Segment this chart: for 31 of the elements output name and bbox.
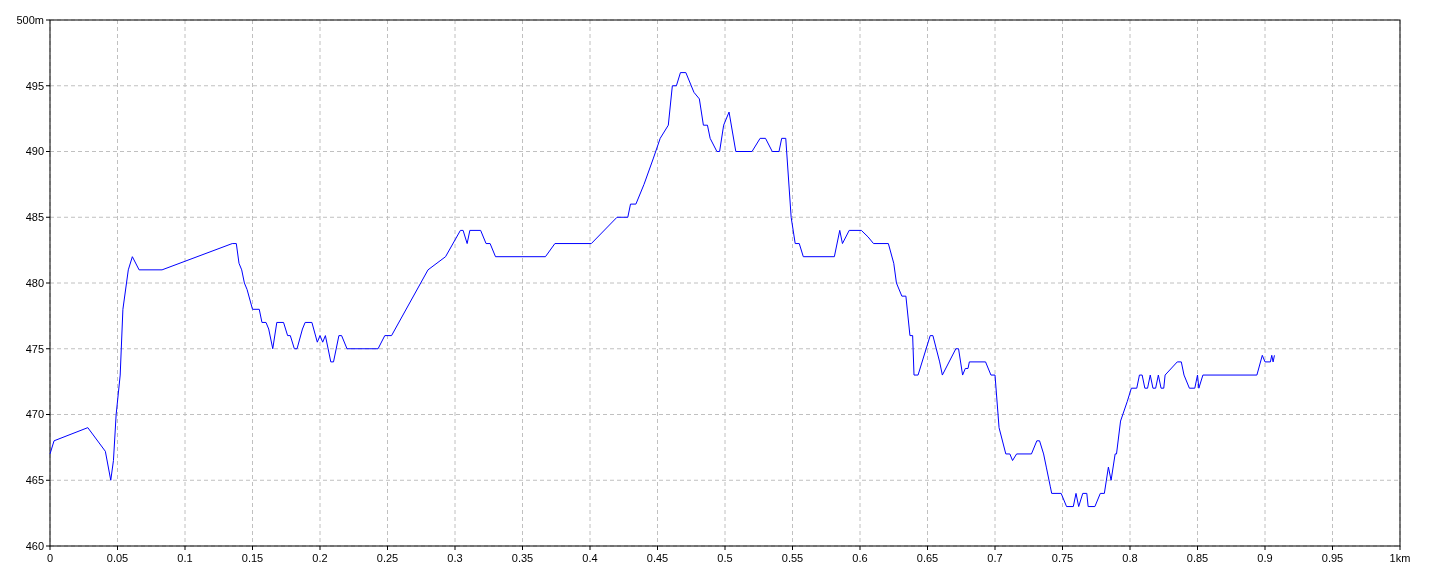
y-tick-label: 495 [25,79,44,92]
x-tick-label: 0.1 [177,552,193,564]
x-tick-label: 0.7 [987,552,1003,564]
x-tick-label: 0.25 [376,552,399,564]
x-tick-label: 0.45 [646,552,669,564]
y-tick-label: 485 [25,211,44,224]
x-tick-label: 0.2 [312,552,328,564]
y-tick-label: 490 [25,145,44,158]
x-tick-label: 0.75 [1051,552,1074,564]
x-tick-label: 0.5 [717,552,733,564]
x-tick-label: 0.85 [1186,552,1209,564]
y-tick-label: 465 [25,474,44,487]
x-tick-label: 0.95 [1321,552,1344,564]
x-tick-label: 0.9 [1257,552,1273,564]
x-tick-label: 0.35 [511,552,534,564]
x-tick-label: 0.65 [916,552,939,564]
y-tick-label: 475 [25,342,44,355]
x-tick-label: 0.05 [106,552,129,564]
x-tick-label: 0.4 [582,552,598,564]
x-tick-label: 0.3 [447,552,463,564]
x-tick-label: 0.55 [781,552,804,564]
x-tick-label: 1km [1389,552,1411,564]
y-tick-label: 460 [25,539,44,552]
line-series [49,72,1275,508]
x-tick-label: 0.8 [1122,552,1138,564]
y-tick-label: 480 [25,276,44,289]
y-tick-label: 500m [16,13,44,26]
y-tick-label: 470 [25,408,44,421]
x-tick-label: 0 [46,552,54,564]
x-tick-label: 0.15 [241,552,264,564]
x-tick-label: 0.6 [852,552,868,564]
